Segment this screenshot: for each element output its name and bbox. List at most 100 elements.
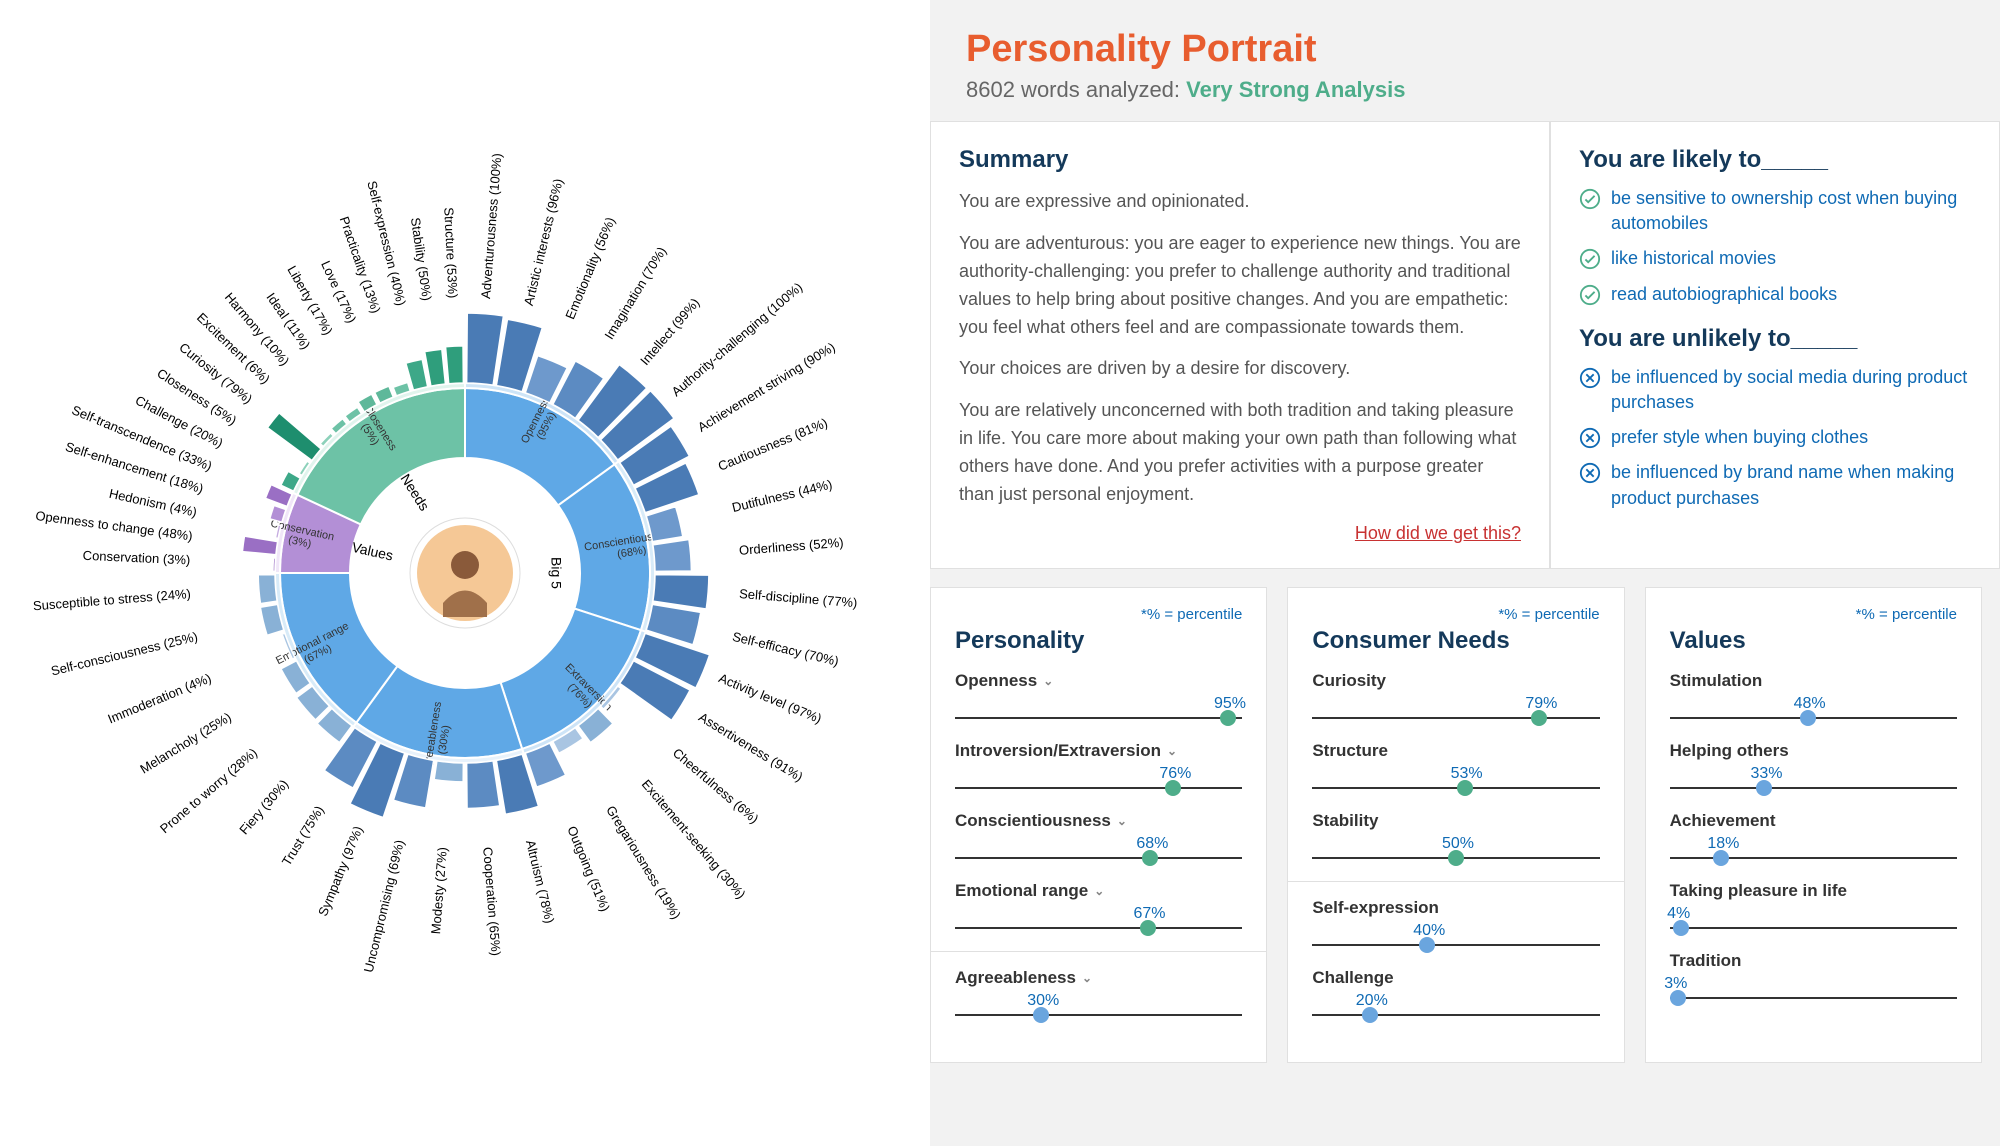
likely-item-icon [1579, 248, 1601, 270]
how-link[interactable]: How did we get this? [959, 523, 1521, 544]
personality-panel: *% = percentilePersonality Openness ⌄ 95… [930, 587, 1267, 1063]
metric-value: 50% [1442, 835, 1600, 853]
sunburst-chart: Openness(95%)Adventurousness (100%)Artis… [20, 128, 910, 1018]
sunburst-facet-label: Melancholy (25%) [137, 709, 234, 776]
sunburst-panel: Openness(95%)Adventurousness (100%)Artis… [0, 0, 930, 1146]
unlikely-item[interactable]: be influenced by social media during pro… [1579, 365, 1971, 415]
metric-row: Structure 53% [1312, 741, 1599, 789]
sunburst-facet-label: Trust (75%) [279, 803, 327, 868]
metric-value: 3% [1664, 975, 1957, 993]
divider [1288, 881, 1623, 882]
metric-track [1670, 787, 1957, 789]
sunburst-facet-label: Self-consciousness (25%) [49, 629, 199, 679]
metric-dot [1362, 1007, 1378, 1023]
chevron-down-icon: ⌄ [1167, 744, 1177, 758]
metric-dot [1670, 990, 1686, 1006]
chevron-down-icon: ⌄ [1043, 674, 1053, 688]
metric-track [1670, 997, 1957, 999]
unlikely-item-icon [1579, 427, 1601, 449]
metric-row[interactable]: Openness ⌄ 95% [955, 671, 1242, 719]
likely-item[interactable]: like historical movies [1579, 246, 1971, 271]
sunburst-facet-bar[interactable] [434, 761, 463, 782]
summary-paragraph: You are expressive and opinionated. [959, 188, 1521, 216]
unlikely-item-text: be influenced by social media during pro… [1611, 365, 1971, 415]
sunburst-facet-label: Outgoing (51%) [564, 824, 613, 914]
sunburst-facet-bar[interactable] [446, 346, 464, 384]
chevron-down-icon: ⌄ [1094, 884, 1104, 898]
metric-row: Stimulation 48% [1670, 671, 1957, 719]
metric-row: Tradition 3% [1670, 951, 1957, 999]
chevron-down-icon: ⌄ [1082, 971, 1092, 985]
unlikely-item-icon [1579, 462, 1601, 484]
metric-row: Stability 50% [1312, 811, 1599, 859]
metric-label: Challenge [1312, 968, 1599, 988]
metric-track [955, 927, 1242, 929]
metric-label: Agreeableness ⌄ [955, 968, 1242, 988]
page-title: Personality Portrait [966, 28, 1964, 71]
metric-value: 33% [1750, 765, 1957, 783]
sunburst-facet-label: Conservation (3%) [82, 548, 190, 568]
sunburst-facet-bar[interactable] [646, 507, 683, 542]
analysis-strength: Very Strong Analysis [1186, 77, 1405, 102]
metric-track [955, 1014, 1242, 1016]
metric-value: 4% [1667, 905, 1957, 923]
likely-heading: You are likely to_____ [1579, 146, 1971, 174]
header: Personality Portrait 8602 words analyzed… [930, 0, 2000, 121]
sunburst-facet-bar[interactable] [653, 575, 709, 609]
likely-item-text: read autobiographical books [1611, 282, 1837, 307]
metric-dot [1419, 937, 1435, 953]
metric-label: Openness ⌄ [955, 671, 1242, 691]
sunburst-facet-label: Activity level (97%) [717, 670, 824, 726]
sunburst-facet-label: Cautiousness (81%) [716, 415, 830, 474]
metric-row[interactable]: Agreeableness ⌄ 30% [955, 968, 1242, 1016]
metric-dot [1033, 1007, 1049, 1023]
sunburst-facet-label: Cooperation (65%) [480, 846, 504, 956]
sunburst-facet-bar[interactable] [425, 349, 446, 386]
summary-card: Summary You are expressive and opinionat… [930, 121, 1550, 569]
divider [931, 951, 1266, 952]
sunburst-facet-bar[interactable] [467, 761, 500, 809]
metric-track [1670, 857, 1957, 859]
metric-dot [1800, 710, 1816, 726]
sunburst-facet-bar[interactable] [258, 575, 277, 604]
metric-row: Helping others 33% [1670, 741, 1957, 789]
sunburst-facet-bar[interactable] [242, 536, 277, 555]
sunburst-group-label: Needs [397, 471, 432, 514]
values-panel: *% = percentileValues Stimulation 48% He… [1645, 587, 1982, 1063]
metric-label: Stimulation [1670, 671, 1957, 691]
metric-row[interactable]: Emotional range ⌄ 67% [955, 881, 1242, 929]
metric-dot [1165, 780, 1181, 796]
sunburst-facet-label: Orderliness (52%) [738, 535, 844, 558]
unlikely-item[interactable]: be influenced by brand name when making … [1579, 460, 1971, 510]
sunburst-facet-bar[interactable] [273, 558, 276, 571]
likely-item-icon [1579, 188, 1601, 210]
metric-dot [1756, 780, 1772, 796]
likely-item[interactable]: read autobiographical books [1579, 282, 1971, 307]
sunburst-facet-bar[interactable] [653, 540, 691, 572]
metric-row: Self-expression 40% [1312, 898, 1599, 946]
sunburst-facet-label: Sympathy (97%) [315, 824, 366, 919]
avatar-head [451, 551, 479, 579]
metric-row[interactable]: Conscientiousness ⌄ 68% [955, 811, 1242, 859]
sunburst-facet-label: Susceptible to stress (24%) [32, 586, 191, 613]
metric-label: Curiosity [1312, 671, 1599, 691]
metric-row[interactable]: Introversion/Extraversion ⌄ 76% [955, 741, 1242, 789]
metric-label: Structure [1312, 741, 1599, 761]
sunburst-facet-label: Imagination (70%) [601, 244, 669, 342]
sunburst-facet-label: Emotionality (56%) [562, 215, 618, 322]
percentile-note: *% = percentile [955, 606, 1242, 623]
likely-card: You are likely to_____ be sensitive to o… [1550, 121, 2000, 569]
sunburst-facet-label: Intellect (99%) [637, 295, 702, 368]
unlikely-item-text: be influenced by brand name when making … [1611, 460, 1971, 510]
sunburst-facet-label: Structure (53%) [441, 207, 460, 299]
likely-item-text: like historical movies [1611, 246, 1776, 271]
unlikely-item[interactable]: prefer style when buying clothes [1579, 425, 1971, 450]
likely-item[interactable]: be sensitive to ownership cost when buyi… [1579, 186, 1971, 236]
likely-item-icon [1579, 284, 1601, 306]
metric-dot [1673, 920, 1689, 936]
metric-label: Emotional range ⌄ [955, 881, 1242, 901]
metric-track [1312, 944, 1599, 946]
likely-item-text: be sensitive to ownership cost when buyi… [1611, 186, 1971, 236]
metric-track [1312, 787, 1599, 789]
sunburst-facet-bar[interactable] [267, 413, 321, 461]
